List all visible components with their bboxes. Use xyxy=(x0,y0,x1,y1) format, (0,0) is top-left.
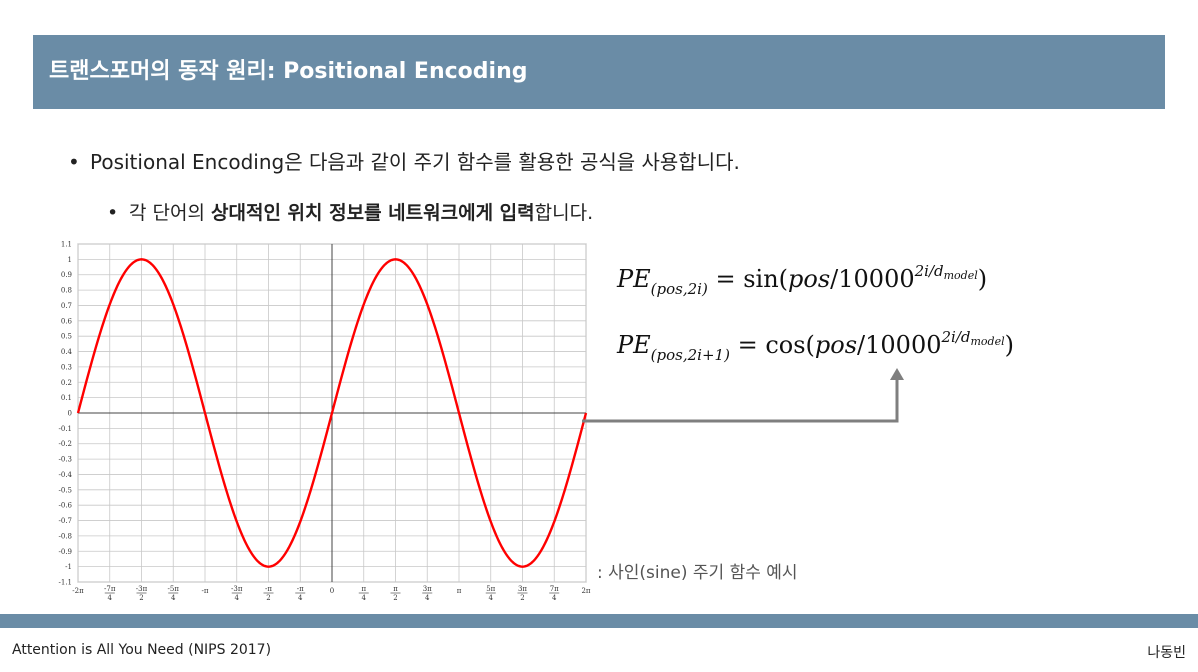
y-tick-label: -0.8 xyxy=(59,532,73,540)
formula-fn: sin xyxy=(743,265,779,293)
x-tick-label-numerator: -π xyxy=(265,585,272,593)
y-tick-label: 0.6 xyxy=(61,317,73,325)
bullet-1: • Positional Encoding은 다음과 같이 주기 함수를 활용한 … xyxy=(68,146,740,175)
y-tick-label: 0.8 xyxy=(61,287,72,295)
formula-exponent: 2i/dmodel xyxy=(941,328,1005,348)
formula-subscript: (pos,2i+1) xyxy=(650,346,730,364)
formula-div: /10000 xyxy=(830,265,915,293)
x-tick-label-denominator: 4 xyxy=(362,594,367,602)
y-tick-label: 0.2 xyxy=(61,379,72,387)
x-tick-label-numerator: 3π xyxy=(518,585,527,593)
x-tick-label-denominator: 4 xyxy=(171,594,176,602)
formula-eq: = xyxy=(707,265,744,293)
x-tick-label-numerator: -π xyxy=(297,585,304,593)
x-tick-label-denominator: 4 xyxy=(425,594,430,602)
x-tick-label-denominator: 2 xyxy=(266,594,270,602)
x-tick-label-numerator: π xyxy=(393,585,398,593)
bullet-dot: • xyxy=(107,202,119,224)
sine-chart: 1.1 1 0.9 0.8 0.7 0.6 0.5 0.4 0.3 0.2 0.1 0 -0.1 -0.2… xyxy=(59,241,591,603)
footer-citation: Attention is All You Need (NIPS 2017) xyxy=(12,642,272,658)
page-title: 트랜스포머의 동작 원리: Positional Encoding xyxy=(49,59,528,84)
x-tick-label-numerator: π xyxy=(361,585,366,593)
y-tick-label: -0.4 xyxy=(59,471,73,479)
x-tick-label-denominator: 4 xyxy=(489,594,494,602)
connector-arrow xyxy=(582,368,904,423)
formula-open: ( xyxy=(778,265,789,293)
arrow-line xyxy=(582,380,899,423)
formula-fn: cos xyxy=(765,331,806,359)
y-tick-label: 0.5 xyxy=(61,333,72,341)
y-tick-label: 0.3 xyxy=(61,363,72,371)
y-tick-label: -0.7 xyxy=(59,517,73,525)
formula-arg: pos xyxy=(788,265,831,293)
x-tick-label-numerator: 7π xyxy=(550,585,559,593)
y-tick-label: -0.2 xyxy=(59,440,73,448)
y-tick-label: -1 xyxy=(65,563,72,571)
x-tick-label: 2π xyxy=(581,587,590,595)
x-tick-label-denominator: 4 xyxy=(108,594,113,602)
formula-open: ( xyxy=(805,331,815,359)
title-bar: 트랜스포머의 동작 원리: Positional Encoding xyxy=(33,35,1165,109)
x-tick-label-denominator: 2 xyxy=(393,594,397,602)
x-tick-label-numerator: -7π xyxy=(104,585,116,593)
bullet-dot: • xyxy=(68,150,80,174)
sine-curve xyxy=(76,258,588,568)
formula-close: ) xyxy=(1004,331,1014,359)
bullet-1-text: Positional Encoding은 다음과 같이 주기 함수를 활용한 공… xyxy=(90,150,740,174)
formula-div: /10000 xyxy=(857,331,942,359)
x-tick-label-numerator: 5π xyxy=(486,585,495,593)
formula-cos: PE(pos,2i+1) = cos(pos/100002i/dmodel) xyxy=(617,328,1014,364)
y-tick-label: 1 xyxy=(68,256,72,264)
formula-arg: pos xyxy=(814,331,858,359)
formula-lhs: PE xyxy=(617,265,651,293)
x-tick-label-denominator: 4 xyxy=(298,594,303,602)
y-tick-label: -1.1 xyxy=(59,579,73,587)
chart-caption: : 사인(sine) 주기 함수 예시 xyxy=(597,563,798,583)
x-tick-label-numerator: -3π xyxy=(136,585,148,593)
x-tick-label: π xyxy=(457,587,462,595)
formula-close: ) xyxy=(977,265,988,293)
y-tick-label: 0.4 xyxy=(61,348,73,356)
footer-bar xyxy=(0,614,1198,628)
x-tick-label-denominator: 4 xyxy=(235,594,240,602)
x-tick-label: -π xyxy=(202,587,209,595)
y-tick-label: -0.6 xyxy=(59,502,73,510)
x-tick-label-numerator: -5π xyxy=(168,585,180,593)
x-tick-label: -2π xyxy=(72,587,84,595)
x-tick-label: 0 xyxy=(330,587,334,595)
x-tick-label-denominator: 2 xyxy=(520,594,524,602)
bullet-2-pre: 각 단어의 xyxy=(129,202,211,224)
arrow-head-icon xyxy=(890,368,904,380)
formula-eq: = xyxy=(729,331,766,359)
y-tick-label: 0 xyxy=(68,410,72,418)
formula-lhs: PE xyxy=(617,331,651,359)
y-tick-label: -0.1 xyxy=(59,425,73,433)
y-tick-label: -0.9 xyxy=(59,548,73,556)
y-tick-label: -0.5 xyxy=(59,486,73,494)
formula-exponent: 2i/dmodel xyxy=(914,262,978,282)
x-tick-label-denominator: 2 xyxy=(139,594,143,602)
y-tick-label: 1.1 xyxy=(61,241,72,249)
bullet-2-bold: 상대적인 위치 정보를 네트워크에게 입력 xyxy=(211,202,535,224)
x-tick-label-denominator: 4 xyxy=(552,594,557,602)
y-tick-label: -0.3 xyxy=(59,456,73,464)
bullet-2: • 각 단어의 상대적인 위치 정보를 네트워크에게 입력합니다. xyxy=(107,198,593,225)
x-tick-label-numerator: 3π xyxy=(423,585,432,593)
formula-sin: PE(pos,2i) = sin(pos/100002i/dmodel) xyxy=(617,262,987,298)
footer-author: 나동빈 xyxy=(1147,645,1186,661)
y-tick-label: 0.1 xyxy=(61,394,72,402)
formula-subscript: (pos,2i) xyxy=(650,280,708,298)
y-tick-label: 0.7 xyxy=(61,302,72,310)
x-tick-label-numerator: -3π xyxy=(231,585,243,593)
y-tick-label: 0.9 xyxy=(61,271,72,279)
bullet-2-post: 합니다. xyxy=(534,202,594,224)
